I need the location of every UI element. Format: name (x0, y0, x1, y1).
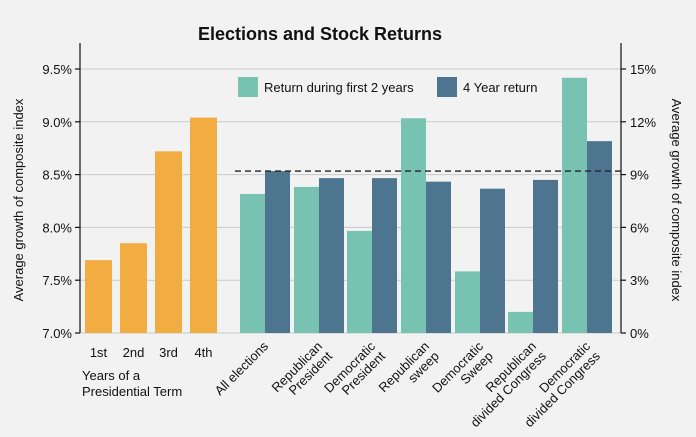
y-tick-label-right: 0% (630, 326, 649, 341)
legend: Return during first 2 years 4 Year return (238, 77, 537, 97)
axes (75, 43, 626, 334)
bar-four-6 (587, 141, 612, 333)
bar-four-2 (372, 178, 397, 333)
legend-swatch (437, 77, 457, 97)
legend-label: 4 Year return (463, 80, 537, 95)
legend-label: Return during first 2 years (264, 80, 414, 95)
bar-four-5 (533, 179, 558, 333)
y-tick-label-right: 15% (630, 62, 656, 77)
group1-axis-title: Years of a (82, 368, 141, 383)
y-axis-title-right: Average growth of composite index (669, 99, 684, 302)
tick-label-x: 1st (90, 345, 108, 360)
bar-four-1 (319, 178, 344, 333)
y-tick-label-left: 8.0% (42, 220, 72, 235)
y-tick-label-left: 7.0% (42, 326, 72, 341)
category-label: Republicansweep (376, 339, 443, 406)
bar-first2-4 (455, 271, 480, 333)
y-tick-label-right: 6% (630, 220, 649, 235)
y-tick-label-left: 8.5% (42, 168, 72, 183)
category-label: All elections (211, 338, 271, 398)
bar-first2-5 (508, 311, 533, 333)
legend-swatch (238, 77, 258, 97)
tick-label-x: 3rd (159, 345, 178, 360)
y-axis-title-left: Average growth of composite index (11, 98, 26, 301)
bar-four-0 (265, 171, 290, 333)
bar-four-4 (480, 188, 505, 333)
bar-term-4th (190, 117, 217, 334)
y-tick-label-right: 12% (630, 115, 656, 130)
y-tick-label-left: 9.0% (42, 115, 72, 130)
bar-first2-3 (401, 118, 426, 333)
category-label: RepublicanPresident (269, 338, 336, 405)
category-label-line: All elections (211, 338, 271, 398)
bar-first2-6 (562, 77, 587, 333)
bar-first2-2 (347, 230, 372, 333)
category-label: DemocraticPresident (321, 338, 388, 405)
tick-label-x: 2nd (123, 345, 145, 360)
chart-title: Elections and Stock Returns (198, 24, 442, 44)
y-tick-label-left: 9.5% (42, 62, 72, 77)
bar-four-3 (426, 181, 451, 333)
y-tick-label-left: 7.5% (42, 273, 72, 288)
bar-first2-1 (294, 186, 319, 333)
bar-first2-0 (240, 193, 265, 333)
bar-term-1st (85, 260, 112, 333)
bar-term-3rd (155, 151, 182, 333)
y-tick-label-right: 3% (630, 273, 649, 288)
group1-axis-title: Presidential Term (82, 384, 182, 399)
tick-label-x: 4th (194, 345, 212, 360)
bars (85, 77, 621, 334)
y-tick-label-right: 9% (630, 168, 649, 183)
category-label: DemocraticSweep (429, 338, 496, 405)
bar-term-2nd (120, 243, 147, 333)
